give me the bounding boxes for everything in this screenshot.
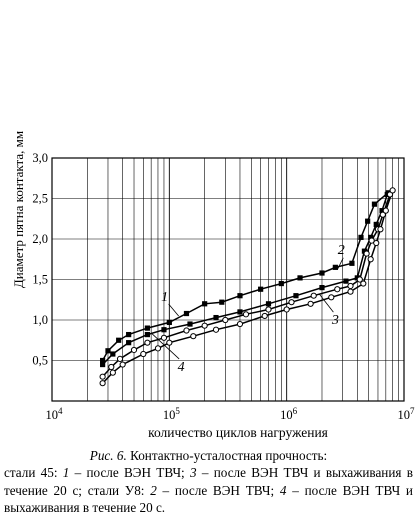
- data-point: [308, 301, 313, 306]
- data-point: [116, 338, 121, 343]
- data-point: [319, 285, 324, 290]
- data-point: [293, 293, 298, 298]
- data-point: [266, 307, 271, 312]
- curve-label: 2: [338, 243, 345, 258]
- data-point: [145, 332, 150, 337]
- data-point: [374, 240, 379, 245]
- markers-group: [100, 188, 395, 386]
- chart: 1 2 3 4 0,5 1,0 1,5 2,0 2,5 3,0 104 105 106 107 Диам…: [0, 0, 417, 445]
- data-point: [117, 356, 122, 361]
- data-point: [202, 301, 207, 306]
- curve-label: 1: [161, 290, 168, 305]
- data-point: [266, 301, 271, 306]
- data-point: [109, 364, 114, 369]
- data-point: [100, 381, 105, 386]
- data-point: [184, 311, 189, 316]
- data-point: [365, 219, 370, 224]
- y-tick-label: 1,0: [32, 313, 48, 327]
- data-point: [120, 362, 125, 367]
- series-line-3: [103, 195, 390, 377]
- caption-part: 3: [190, 465, 197, 480]
- data-point: [378, 227, 383, 232]
- data-point: [161, 327, 166, 332]
- x-tick-label: 107: [398, 406, 416, 422]
- x-tick-label: 106: [280, 406, 298, 422]
- y-tick-label: 3,0: [32, 151, 48, 165]
- data-point: [167, 340, 172, 345]
- data-point: [372, 202, 377, 207]
- data-point: [349, 261, 354, 266]
- data-point: [110, 351, 115, 356]
- data-point: [126, 332, 131, 337]
- data-point: [335, 287, 340, 292]
- data-point: [284, 307, 289, 312]
- data-point: [311, 293, 316, 298]
- caption-fig-number: Рис. 6.: [90, 448, 127, 463]
- data-point: [145, 326, 150, 331]
- data-point: [343, 279, 348, 284]
- data-point: [297, 275, 302, 280]
- y-tick-label: 0,5: [32, 354, 48, 368]
- y-axis-label: Диаметр пятна контакта, мм: [11, 131, 26, 288]
- data-point: [348, 289, 353, 294]
- caption-part: стали 45:: [4, 465, 63, 480]
- y-tick-label: 2,0: [32, 232, 48, 246]
- data-point: [105, 348, 110, 353]
- data-point: [383, 208, 388, 213]
- caption-part: 2: [150, 483, 157, 498]
- data-point: [145, 340, 150, 345]
- data-point: [100, 374, 105, 379]
- figure-caption: Рис. 6. Контактно-усталостная прочность:…: [4, 447, 413, 517]
- x-tick-label: 104: [46, 406, 64, 422]
- caption-part: – после ВЭН ТВЧ;: [157, 483, 280, 498]
- x-axis-label: количество циклов нагружения: [148, 425, 328, 440]
- data-point: [361, 281, 366, 286]
- data-point: [126, 340, 131, 345]
- data-point: [348, 283, 353, 288]
- curve-label: 3: [331, 313, 339, 328]
- data-point: [262, 313, 267, 318]
- data-point: [187, 321, 192, 326]
- curve-label-leader: [169, 304, 179, 316]
- data-point: [219, 300, 224, 305]
- data-point: [319, 270, 324, 275]
- data-point: [141, 351, 146, 356]
- data-point: [223, 317, 228, 322]
- data-point: [167, 320, 172, 325]
- caption-part: – после ВЭН ТВЧ;: [69, 465, 190, 480]
- data-point: [237, 293, 242, 298]
- data-point: [237, 321, 242, 326]
- data-point: [243, 312, 248, 317]
- data-point: [191, 334, 196, 339]
- data-point: [368, 257, 373, 262]
- data-point: [202, 323, 207, 328]
- data-point: [213, 315, 218, 320]
- y-tick-label: 1,5: [32, 273, 48, 287]
- data-point: [131, 347, 136, 352]
- caption-body: стали 45: 1 – после ВЭН ТВЧ; 3 – после В…: [4, 465, 413, 515]
- y-tick-label: 2,5: [32, 192, 48, 206]
- data-point: [364, 251, 369, 256]
- data-point: [237, 309, 242, 314]
- data-point: [100, 358, 105, 363]
- data-point: [289, 300, 294, 305]
- curve-label: 4: [178, 360, 185, 375]
- data-point: [155, 346, 160, 351]
- data-point: [390, 188, 395, 193]
- data-point: [184, 328, 189, 333]
- data-point: [110, 370, 115, 375]
- caption-head: Рис. 6. Контактно-усталостная прочность:: [4, 447, 413, 464]
- caption-title: Контактно-усталостная прочность:: [127, 448, 327, 463]
- data-point: [258, 287, 263, 292]
- data-point: [279, 281, 284, 286]
- data-point: [329, 295, 334, 300]
- data-point: [213, 327, 218, 332]
- data-point: [358, 235, 363, 240]
- x-tick-label: 105: [163, 406, 181, 422]
- data-point: [161, 335, 166, 340]
